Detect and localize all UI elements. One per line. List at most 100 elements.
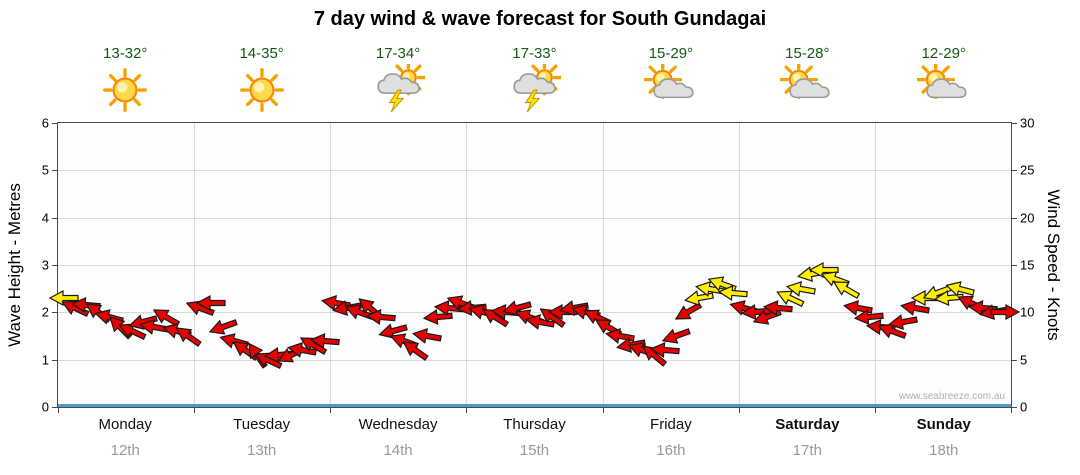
wind-arrow <box>694 278 726 299</box>
wind-arrow <box>603 326 635 347</box>
left-axis-tickmark <box>52 123 58 124</box>
right-axis-tickmark <box>1011 170 1017 172</box>
wind-arrow <box>342 300 376 325</box>
day-name: Thursday <box>503 415 566 433</box>
wind-arrow <box>920 281 954 306</box>
wind-arrow <box>251 346 285 373</box>
left-axis-tick-label: 5 <box>41 162 49 178</box>
left-axis-tickmark <box>52 265 58 266</box>
day-temp: 13-32° <box>103 44 148 62</box>
day-date: 13th <box>247 441 277 459</box>
weather-icon <box>193 62 329 116</box>
wind-arrow <box>366 308 397 327</box>
wind-arrow <box>524 311 556 332</box>
day-temp: 15-29° <box>648 44 694 62</box>
day-name: Wednesday <box>358 415 438 433</box>
wind-arrow <box>990 304 1021 321</box>
day-name: Monday <box>98 415 152 433</box>
wind-arrow <box>376 320 409 343</box>
wind-arrow <box>172 321 206 351</box>
h-gridline <box>58 312 1011 314</box>
bottom-axis-tickmark <box>330 407 332 413</box>
wind-arrow <box>422 308 453 327</box>
bottom-axis-tickmark <box>194 407 196 413</box>
right-axis-tick-label: 30 <box>1020 115 1035 131</box>
wind-arrow <box>683 288 715 309</box>
wind-arrow <box>898 297 930 318</box>
left-axis-tick-label: 4 <box>41 210 49 226</box>
day-date: 15th <box>519 441 550 459</box>
left-axis-tick-label: 3 <box>41 257 49 273</box>
h-gridline <box>58 359 1011 361</box>
wind-arrow <box>183 295 217 320</box>
day-name: Sunday <box>916 415 971 433</box>
right-axis-label: Wind Speed - Knots <box>1044 189 1063 341</box>
right-axis-tick-label: 5 <box>1020 352 1028 368</box>
right-axis-tickmark <box>1011 217 1017 219</box>
h-gridline <box>58 170 1011 172</box>
wind-arrow <box>943 277 976 300</box>
bottom-axis-tickmark <box>738 407 740 413</box>
wind-arrow <box>206 314 240 339</box>
wind-arrow <box>309 331 340 350</box>
right-axis-tick-label: 10 <box>1020 304 1035 320</box>
day-name: Friday <box>650 415 692 433</box>
page-title: 7 day wind & wave forecast for South Gun… <box>313 8 767 30</box>
day-dates-row: 12th 13th 14th 15th 16th 17th 18th <box>57 440 1012 460</box>
wind-arrow <box>411 326 443 347</box>
right-axis-tick-label: 15 <box>1020 257 1035 273</box>
h-gridline <box>58 217 1011 219</box>
wind-arrow <box>829 274 863 303</box>
wind-arrow <box>740 303 771 322</box>
day-temp: 17-34° <box>375 44 421 62</box>
day-temp: 15-28° <box>785 44 830 62</box>
left-axis-tickmark <box>52 407 58 408</box>
left-axis-tick-label: 2 <box>41 304 49 320</box>
wind-arrow <box>887 311 919 332</box>
right-axis-tickmark <box>1011 265 1017 266</box>
day-date: 17th <box>792 441 822 459</box>
wind-arrow <box>637 339 670 371</box>
wind-arrow <box>785 278 817 299</box>
weather-icons-row <box>57 62 1012 116</box>
h-gridline <box>58 265 1011 266</box>
wind-arrow <box>138 316 170 337</box>
wind-arrow <box>763 298 794 317</box>
left-axis-tickmark <box>52 312 58 314</box>
wind-arrow <box>808 261 839 278</box>
right-axis-tickmark <box>1011 359 1017 361</box>
day-name: Tuesday <box>233 415 291 433</box>
wind-arrow <box>535 302 569 332</box>
wind-arrow <box>649 341 680 360</box>
day-date: 16th <box>656 441 686 459</box>
weather-icon <box>57 62 193 116</box>
left-axis-tickmark <box>52 217 58 219</box>
wind-arrow <box>478 302 512 331</box>
watermark: www.seabreeze.com.au <box>898 391 1005 402</box>
wind-arrow <box>115 318 149 345</box>
day-names-row: Monday Tuesday Wednesday Thursday Friday… <box>57 414 1012 434</box>
weather-icon <box>603 62 739 116</box>
wind-arrow <box>967 298 998 317</box>
right-axis-tick-label: 25 <box>1020 162 1035 178</box>
v-gridline <box>738 123 740 407</box>
left-axis-tickmark <box>52 359 58 361</box>
wind-arrow <box>875 319 909 344</box>
v-gridline <box>330 123 332 407</box>
weather-icon <box>330 62 466 116</box>
wind-arrow <box>264 346 295 365</box>
right-axis-tickmark <box>1011 407 1017 408</box>
wind-arrow <box>195 294 226 311</box>
left-axis-label: Wave Height - Metres <box>5 183 24 347</box>
wind-arrow <box>149 303 183 332</box>
wind-arrow <box>286 340 318 361</box>
bottom-axis-tickmark <box>58 407 59 413</box>
day-date: 18th <box>929 441 959 459</box>
left-axis-tick-label: 6 <box>41 115 49 131</box>
left-axis-tickmark <box>52 170 58 172</box>
weather-icon <box>739 62 875 116</box>
v-gridline <box>466 123 468 407</box>
wind-arrow <box>296 331 330 360</box>
right-axis-tickmark <box>1011 123 1017 124</box>
bottom-axis-tickmark <box>602 407 604 413</box>
